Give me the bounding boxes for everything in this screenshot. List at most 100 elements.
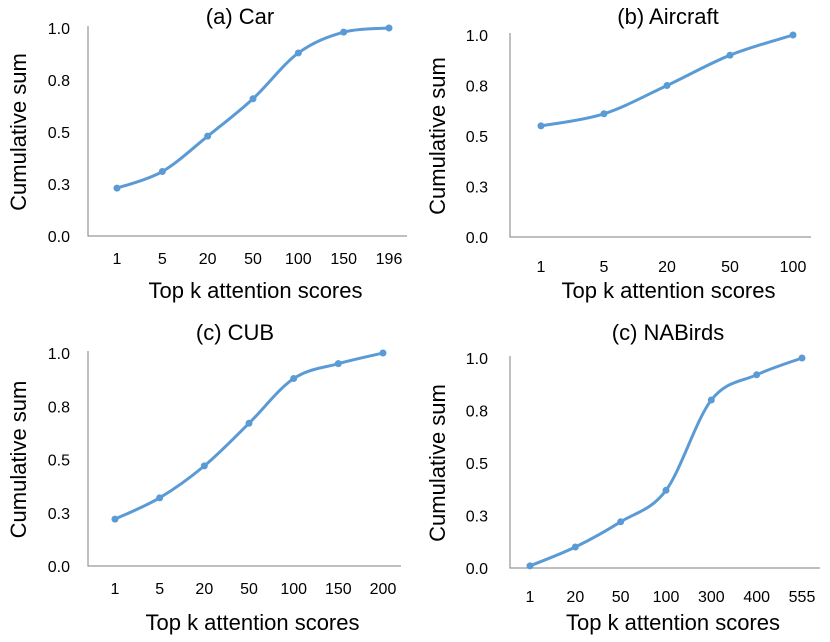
axis-lines	[509, 356, 820, 569]
y-tick-label: 0.8	[48, 399, 70, 416]
data-point	[334, 360, 342, 368]
x-tick-label: 555	[789, 589, 816, 606]
y-axis-title: Cumulative sum	[425, 57, 450, 215]
axis-lines	[87, 351, 401, 567]
x-tick-label: 100	[780, 259, 807, 276]
x-tick-label: 1	[113, 251, 122, 268]
series-line	[115, 26, 391, 190]
y-axis-title: Cumulative sum	[6, 381, 31, 539]
y-axis-title: Cumulative sum	[425, 384, 450, 542]
x-tick-label: 200	[370, 581, 397, 598]
chart-title: (b) Aircraft	[617, 4, 718, 29]
axis-lines	[87, 26, 407, 237]
x-tick-label: 50	[721, 259, 739, 276]
axis-lines	[509, 33, 811, 238]
panel-cub: (c) CUB Cumulative sum Top k attention s…	[6, 320, 401, 635]
data-point	[571, 543, 579, 551]
y-tick-label: 0.0	[466, 561, 488, 578]
y-tick-label: 0.5	[466, 129, 488, 146]
x-tick-label: 20	[566, 589, 584, 606]
y-tick-label: 0.3	[466, 509, 488, 526]
data-point	[340, 28, 348, 36]
x-tick-label: 50	[244, 251, 262, 268]
y-tick-label: 0.5	[466, 456, 488, 473]
data-markers	[526, 354, 806, 570]
x-tick-label: 150	[325, 581, 352, 598]
data-point	[200, 462, 208, 470]
data-markers	[111, 349, 387, 523]
x-tick-label: 50	[612, 589, 630, 606]
y-tick-label: 0.8	[466, 404, 488, 421]
y-tick-labels: 0.0 0.3 0.5 0.8 1.0	[48, 346, 70, 576]
data-point	[294, 49, 302, 57]
x-tick-labels: 1 5 20 50 100 150 196	[113, 251, 403, 268]
data-markers	[537, 31, 797, 130]
y-tick-label: 1.0	[466, 28, 488, 45]
y-tick-label: 0.3	[48, 177, 70, 194]
panel-car: (a) Car Cumulative sum Top k attention s…	[6, 4, 407, 303]
x-tick-label: 5	[155, 581, 164, 598]
x-tick-label: 5	[158, 251, 167, 268]
series-line	[528, 356, 804, 568]
data-point	[158, 168, 166, 176]
data-point	[111, 515, 119, 523]
y-tick-label: 0.8	[48, 73, 70, 90]
x-axis-title: Top k attention scores	[561, 278, 775, 303]
data-point	[249, 95, 257, 103]
data-point	[617, 518, 625, 526]
data-point	[113, 184, 121, 192]
x-tick-label: 100	[280, 581, 307, 598]
y-tick-label: 0.3	[48, 506, 70, 523]
y-tick-label: 1.0	[466, 351, 488, 368]
data-point	[385, 24, 393, 32]
x-tick-label: 1	[111, 581, 120, 598]
y-tick-label: 0.5	[48, 125, 70, 142]
x-tick-label: 20	[658, 259, 676, 276]
data-point	[726, 51, 734, 59]
x-axis-title: Top k attention scores	[148, 278, 362, 303]
series-line	[539, 33, 795, 128]
data-point	[526, 562, 534, 570]
data-point	[789, 31, 797, 39]
x-tick-labels: 1 5 20 50 100	[537, 259, 807, 276]
data-point	[663, 82, 671, 89]
y-axis-title: Cumulative sum	[6, 53, 31, 211]
series-line	[113, 351, 385, 521]
x-axis-title: Top k attention scores	[566, 610, 780, 635]
y-tick-labels: 0.0 0.3 0.5 0.8 1.0	[466, 351, 488, 578]
data-point	[753, 371, 761, 379]
data-point	[537, 122, 545, 130]
panel-aircraft: (b) Aircraft Cumulative sum Top k attent…	[425, 4, 811, 303]
x-tick-label: 300	[698, 589, 725, 606]
x-axis-title: Top k attention scores	[145, 610, 359, 635]
chart-title: (c) NABirds	[612, 320, 724, 345]
y-tick-labels: 0.0 0.3 0.5 0.8 1.0	[48, 21, 70, 246]
data-point	[662, 486, 670, 494]
y-tick-label: 0.8	[466, 79, 488, 96]
x-tick-label: 50	[240, 581, 258, 598]
data-point	[290, 375, 298, 383]
y-tick-label: 0.0	[466, 230, 488, 247]
x-tick-label: 100	[285, 251, 312, 268]
x-tick-label: 20	[195, 581, 213, 598]
data-point	[156, 494, 164, 502]
x-tick-labels: 1 20 50 100 300 400 555	[526, 589, 816, 606]
x-tick-label: 196	[376, 251, 403, 268]
x-tick-label: 100	[653, 589, 680, 606]
y-tick-label: 1.0	[48, 346, 70, 363]
data-point	[600, 110, 608, 118]
data-point	[707, 396, 715, 404]
data-point	[798, 354, 806, 362]
x-tick-label: 5	[600, 259, 609, 276]
y-tick-labels: 0.0 0.3 0.5 0.8 1.0	[466, 28, 488, 247]
data-markers	[113, 24, 393, 192]
y-tick-label: 0.3	[466, 180, 488, 197]
x-tick-labels: 1 5 20 50 100 150 200	[111, 581, 397, 598]
x-tick-label: 400	[743, 589, 770, 606]
y-tick-label: 0.0	[48, 559, 70, 576]
chart-title: (a) Car	[206, 4, 274, 29]
chart-title: (c) CUB	[196, 320, 274, 345]
x-tick-label: 150	[330, 251, 357, 268]
x-tick-label: 1	[537, 259, 546, 276]
